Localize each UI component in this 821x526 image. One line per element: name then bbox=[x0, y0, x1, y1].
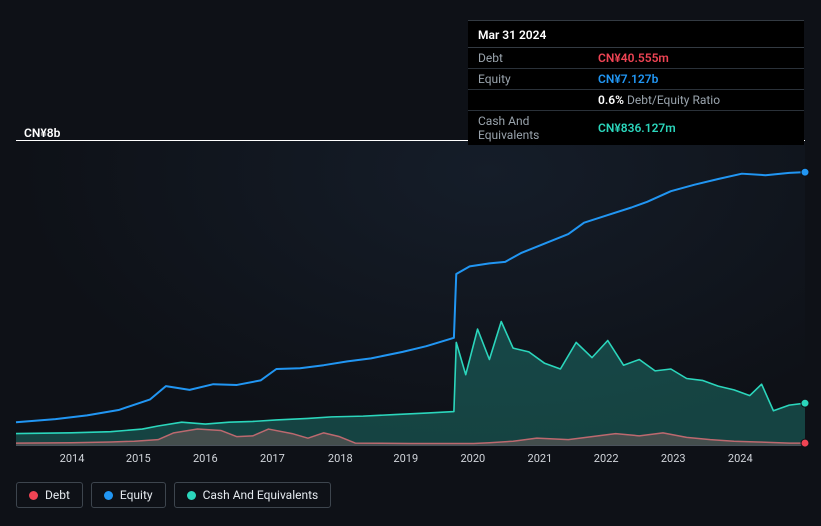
chart-tooltip: Mar 31 2024 DebtCN¥40.555mEquityCN¥7.127… bbox=[468, 20, 804, 145]
chart-container: Mar 31 2024 DebtCN¥40.555mEquityCN¥7.127… bbox=[0, 0, 821, 526]
tooltip-row-label: Cash And Equivalents bbox=[468, 111, 588, 146]
chart-legend: Debt Equity Cash And Equivalents bbox=[16, 482, 331, 508]
tooltip-row-value: CN¥836.127m bbox=[588, 111, 804, 146]
x-axis-tick: 2022 bbox=[594, 452, 619, 465]
legend-dot-icon bbox=[29, 491, 38, 500]
tooltip-table: DebtCN¥40.555mEquityCN¥7.127b0.6% Debt/E… bbox=[468, 48, 804, 145]
tooltip-row: Cash And EquivalentsCN¥836.127m bbox=[468, 111, 804, 146]
legend-dot-icon bbox=[187, 491, 196, 500]
x-axis-tick: 2021 bbox=[528, 452, 553, 465]
series-end-marker-icon bbox=[801, 439, 809, 447]
x-axis: 2014 2015 2016 2017 2018 2019 2020 2021 2022 2023… bbox=[16, 448, 805, 466]
y-axis-label-top: CN¥8b bbox=[24, 126, 60, 140]
x-axis-tick: 2019 bbox=[393, 452, 418, 465]
tooltip-row-label: Debt bbox=[468, 48, 588, 69]
x-axis-tick: 2017 bbox=[260, 452, 285, 465]
x-axis-tick: 2023 bbox=[661, 452, 686, 465]
x-axis-tick: 2018 bbox=[328, 452, 353, 465]
x-axis-tick: 2020 bbox=[460, 452, 485, 465]
legend-item[interactable]: Cash And Equivalents bbox=[174, 482, 332, 508]
chart-plot-area[interactable] bbox=[16, 140, 805, 446]
tooltip-row: 0.6% Debt/Equity Ratio bbox=[468, 90, 804, 111]
legend-dot-icon bbox=[104, 491, 113, 500]
tooltip-row-value: CN¥40.555m bbox=[588, 48, 804, 69]
tooltip-date: Mar 31 2024 bbox=[468, 25, 804, 48]
tooltip-row-label: Equity bbox=[468, 69, 588, 90]
tooltip-row: DebtCN¥40.555m bbox=[468, 48, 804, 69]
tooltip-row-label bbox=[468, 90, 588, 111]
chart-svg bbox=[16, 141, 805, 445]
tooltip-row: EquityCN¥7.127b bbox=[468, 69, 804, 90]
series-end-marker-icon bbox=[801, 399, 809, 407]
legend-label: Debt bbox=[45, 488, 70, 502]
x-axis-tick: 2016 bbox=[193, 452, 218, 465]
series-end-marker-icon bbox=[801, 168, 809, 176]
x-axis-tick: 2014 bbox=[60, 452, 85, 465]
x-axis-tick: 2024 bbox=[728, 452, 753, 465]
tooltip-row-value: 0.6% Debt/Equity Ratio bbox=[588, 90, 804, 111]
legend-item[interactable]: Equity bbox=[91, 482, 166, 508]
legend-label: Cash And Equivalents bbox=[203, 488, 319, 502]
tooltip-row-value: CN¥7.127b bbox=[588, 69, 804, 90]
legend-item[interactable]: Debt bbox=[16, 482, 83, 508]
series-area bbox=[16, 322, 805, 445]
legend-label: Equity bbox=[120, 488, 153, 502]
x-axis-tick: 2015 bbox=[126, 452, 151, 465]
